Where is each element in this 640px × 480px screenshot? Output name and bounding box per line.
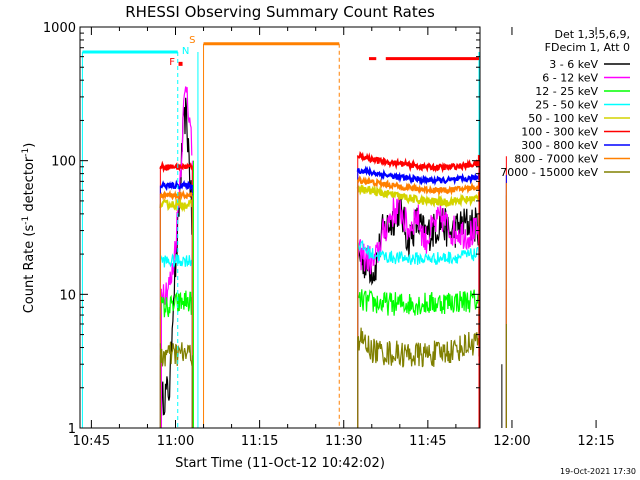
- y-label-mid: detector: [22, 156, 37, 216]
- legend-label: 800 - 7000 keV: [514, 153, 598, 166]
- y-label-main: Count Rate (s: [22, 225, 37, 314]
- series-line-1: [159, 160, 194, 173]
- y-label-end: ): [22, 143, 37, 148]
- series-line-1: [159, 290, 193, 320]
- x-tick-label: 11:15: [241, 434, 278, 449]
- x-tick-label: 12:15: [577, 434, 614, 449]
- legend-header: Det 1,3,5,6,9,: [554, 28, 630, 41]
- y-axis-label: Count Rate (s-1 detector-1): [21, 143, 37, 314]
- y-tick-label: 10: [59, 288, 76, 303]
- legend-label: 25 - 50 keV: [535, 99, 598, 112]
- axis-layer: 10:45 11:00 11:15 11:30 11:45 12:00 12:15 1 10 10…: [43, 21, 615, 449]
- legend-label: 3 - 6 keV: [549, 58, 598, 71]
- legend-label: 7000 - 15000 keV: [500, 166, 598, 179]
- marker-n: N: [182, 46, 189, 57]
- legend-label: 100 - 300 keV: [521, 126, 598, 139]
- legend: Det 1,3,5,6,9,FDecim 1, Att 0 3 - 6 keV6 …: [500, 28, 630, 179]
- y-label-sup1: -1: [21, 216, 31, 225]
- series-line-1: [160, 97, 193, 416]
- y-tick-label: 100: [51, 155, 76, 170]
- y-tick-label: 1000: [43, 21, 76, 36]
- y-label-sup2: -1: [21, 148, 31, 157]
- legend-label: 50 - 100 keV: [528, 112, 598, 125]
- legend-header: FDecim 1, Att 0: [545, 41, 630, 54]
- series-line-1: [159, 253, 193, 268]
- x-tick-label: 10:45: [73, 434, 110, 449]
- x-tick-label: 11:45: [409, 434, 446, 449]
- series-line-1: [159, 189, 193, 202]
- marker-f: F: [169, 57, 175, 68]
- series-line-1: [159, 179, 194, 192]
- series-line-1: [159, 197, 194, 213]
- series-line-1: [159, 342, 193, 367]
- timestamp: 19-Oct-2021 17:30: [560, 467, 636, 476]
- chart-title: RHESSI Observing Summary Count Rates: [125, 3, 435, 21]
- orbit-layer: [81, 42, 480, 428]
- x-tick-label: 12:00: [493, 434, 530, 449]
- x-axis-label: Start Time (11-Oct-12 10:42:02): [175, 456, 385, 471]
- plot-frame: [79, 26, 481, 429]
- series-layer: [159, 86, 507, 428]
- marker-s: S: [189, 35, 195, 46]
- legend-label: 12 - 25 keV: [535, 85, 598, 98]
- x-tick-label: 11:00: [157, 434, 194, 449]
- marker-layer: FNS: [169, 35, 195, 68]
- legend-label: 300 - 800 keV: [521, 139, 598, 152]
- y-tick-label: 1: [68, 422, 76, 437]
- series-line-2: [357, 195, 480, 357]
- flare-dot: [178, 61, 183, 66]
- legend-label: 6 - 12 keV: [542, 72, 598, 85]
- series-line-1: [160, 86, 193, 305]
- x-tick-label: 11:30: [325, 434, 362, 449]
